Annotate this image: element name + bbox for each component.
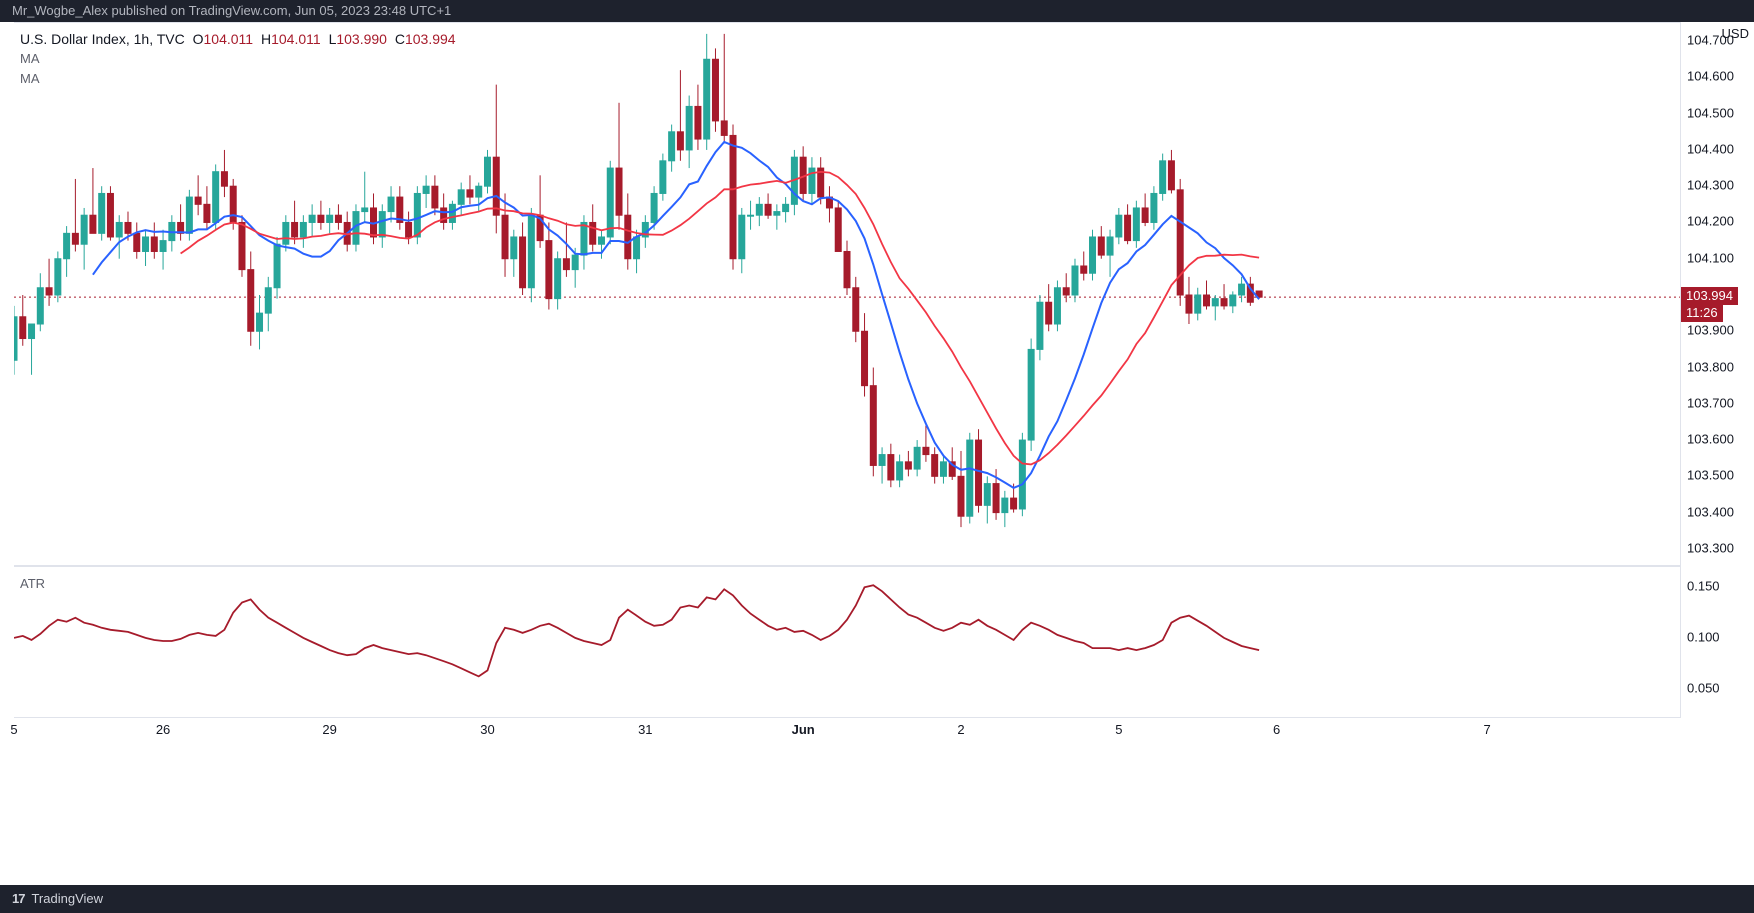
price-tick: 104.700 xyxy=(1687,33,1734,48)
price-chart-svg xyxy=(14,23,1680,567)
time-tick: 2 xyxy=(957,722,964,737)
chart-frame: { "header": { "publish_line": "Mr_Wogbe_… xyxy=(0,0,1754,913)
price-pane[interactable]: U.S. Dollar Index, 1h, TVC O104.011 H104… xyxy=(14,22,1680,566)
price-tick: 103.600 xyxy=(1687,432,1734,447)
time-tick: Jun xyxy=(792,722,815,737)
price-tick: 104.200 xyxy=(1687,214,1734,229)
atr-label: ATR xyxy=(20,576,45,591)
time-tick: 5 xyxy=(10,722,17,737)
price-tick: 104.500 xyxy=(1687,105,1734,120)
atr-chart-svg xyxy=(14,567,1680,719)
price-tick: 103.500 xyxy=(1687,468,1734,483)
ohlc-low: 103.990 xyxy=(336,31,387,47)
legend: U.S. Dollar Index, 1h, TVC O104.011 H104… xyxy=(20,29,456,89)
ohlc-open: 104.011 xyxy=(204,31,254,47)
price-tick: 103.400 xyxy=(1687,504,1734,519)
indicator-ma-1: MA xyxy=(20,49,456,69)
price-tick: 103.300 xyxy=(1687,540,1734,555)
time-tick: 29 xyxy=(322,722,336,737)
legend-symbol: U.S. Dollar Index xyxy=(20,31,126,47)
atr-tick: 0.100 xyxy=(1687,629,1720,644)
publish-text: Mr_Wogbe_Alex published on TradingView.c… xyxy=(12,3,451,18)
time-tick: 30 xyxy=(480,722,494,737)
last-price-tag: 103.994 xyxy=(1681,287,1738,305)
price-tick: 104.100 xyxy=(1687,250,1734,265)
indicator-ma-2: MA xyxy=(20,69,456,89)
price-tick: 104.300 xyxy=(1687,178,1734,193)
atr-tick: 0.150 xyxy=(1687,579,1720,594)
countdown-tag: 11:26 xyxy=(1681,304,1723,322)
ohlc-high: 104.011 xyxy=(271,31,321,47)
atr-y-axis[interactable]: 0.150 0.100 0.050 xyxy=(1680,566,1754,718)
tradingview-logo-icon: 17 xyxy=(12,885,25,913)
price-tick: 103.900 xyxy=(1687,323,1734,338)
time-tick: 6 xyxy=(1273,722,1280,737)
time-tick: 26 xyxy=(156,722,170,737)
legend-symbol-row: U.S. Dollar Index, 1h, TVC O104.011 H104… xyxy=(20,29,456,49)
price-tick: 103.800 xyxy=(1687,359,1734,374)
brand-bar: 17 TradingView xyxy=(0,885,1754,913)
brand-text: TradingView xyxy=(31,885,103,913)
price-tick: 103.700 xyxy=(1687,395,1734,410)
atr-tick: 0.050 xyxy=(1687,680,1720,695)
ohlc-close: 103.994 xyxy=(405,31,456,47)
time-tick: 31 xyxy=(638,722,652,737)
atr-legend: ATR xyxy=(20,573,45,594)
time-tick: 7 xyxy=(1483,722,1490,737)
time-tick: 5 xyxy=(1115,722,1122,737)
time-axis[interactable]: 526293031Jun2567 xyxy=(14,718,1680,752)
price-tick: 104.400 xyxy=(1687,141,1734,156)
publish-bar: Mr_Wogbe_Alex published on TradingView.c… xyxy=(0,0,1754,22)
legend-interval: 1h xyxy=(134,31,150,47)
atr-pane[interactable]: ATR xyxy=(14,566,1680,718)
price-tick: 104.600 xyxy=(1687,69,1734,84)
price-y-axis[interactable]: USD 104.700104.600104.500104.400104.3001… xyxy=(1680,22,1754,566)
legend-exchange: TVC xyxy=(157,31,185,47)
